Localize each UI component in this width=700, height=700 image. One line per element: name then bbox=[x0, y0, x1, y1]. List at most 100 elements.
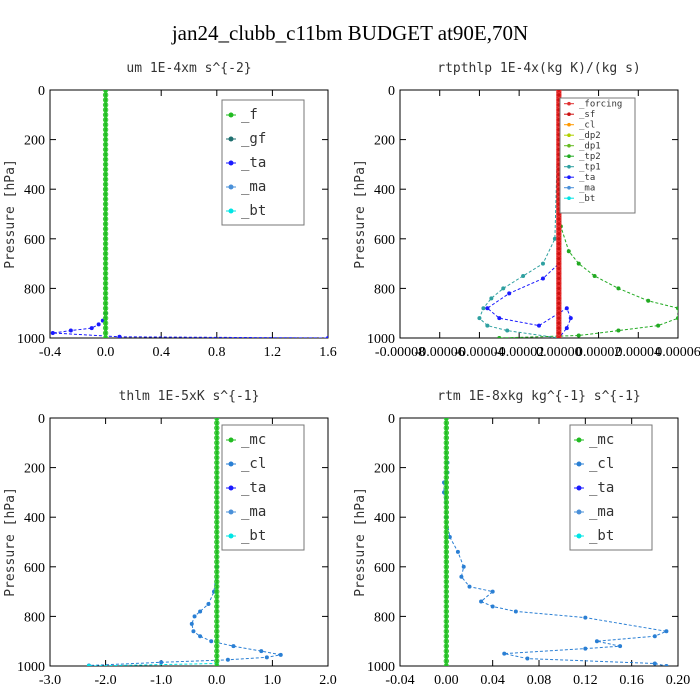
zero-line-marker bbox=[443, 623, 450, 630]
zero-line-marker bbox=[102, 201, 109, 207]
x-tick-label: 0.4 bbox=[152, 345, 170, 360]
zero-line-marker bbox=[443, 598, 450, 605]
zero-line-marker bbox=[443, 539, 450, 545]
data-point bbox=[198, 634, 203, 639]
zero-line-marker bbox=[556, 315, 562, 321]
zero-line-marker bbox=[556, 275, 562, 282]
zero-line-marker bbox=[102, 250, 109, 257]
panel-3: thlm 1E-5xK s^{-1} Pressure [hPa] 0 200 400 6… bbox=[3, 389, 337, 688]
series-group bbox=[86, 418, 283, 666]
zero-line-marker bbox=[102, 146, 109, 153]
y-axis-label: Pressure [hPa] bbox=[3, 487, 18, 597]
data-point bbox=[505, 328, 510, 333]
zero-line-marker bbox=[443, 459, 450, 466]
zero-line-marker bbox=[102, 136, 109, 143]
zero-line-marker bbox=[102, 161, 109, 168]
zero-line-marker bbox=[443, 618, 450, 625]
zero-line-marker bbox=[214, 648, 220, 654]
zero-line-marker bbox=[443, 603, 450, 610]
legend-marker bbox=[576, 461, 582, 467]
zero-line-marker bbox=[443, 450, 450, 456]
y-tick-label: 800 bbox=[374, 282, 395, 297]
zero-line-marker bbox=[214, 559, 220, 565]
zero-line-marker bbox=[443, 479, 450, 486]
zero-line-marker bbox=[214, 549, 220, 555]
zero-line-marker bbox=[214, 450, 220, 456]
x-tick-label: -0.00004 bbox=[454, 345, 504, 360]
zero-line-marker bbox=[102, 181, 109, 187]
plot-frame bbox=[49, 417, 329, 667]
zero-line-marker bbox=[214, 509, 220, 515]
zero-line-marker bbox=[443, 569, 450, 575]
data-point bbox=[225, 657, 230, 662]
zero-line-marker bbox=[214, 534, 220, 540]
data-point bbox=[594, 639, 599, 644]
legend-label: _ta bbox=[241, 155, 266, 171]
x-tick-label: 0.00002 bbox=[576, 345, 622, 360]
panel-title: rtm 1E-8xkg kg^{-1} s^{-1} bbox=[437, 389, 641, 404]
zero-line-marker bbox=[214, 445, 220, 451]
zero-line-marker bbox=[443, 658, 450, 664]
zero-line-marker bbox=[556, 280, 562, 287]
zero-line-marker bbox=[102, 280, 109, 287]
data-point bbox=[616, 286, 621, 291]
zero-line-marker bbox=[556, 265, 562, 272]
data-point bbox=[489, 296, 494, 301]
zero-line-marker bbox=[443, 514, 450, 520]
zero-line-marker bbox=[102, 206, 109, 212]
zero-line-marker bbox=[443, 588, 450, 595]
zero-line-marker bbox=[556, 226, 562, 232]
x-tick-label: 0.04 bbox=[480, 673, 505, 688]
zero-line-marker bbox=[443, 484, 450, 491]
data-point bbox=[564, 306, 569, 311]
zero-line-marker bbox=[102, 90, 109, 93]
legend-label: _ta bbox=[589, 480, 614, 496]
data-point bbox=[467, 584, 472, 589]
zero-line-marker bbox=[102, 255, 109, 262]
zero-line-marker bbox=[443, 643, 450, 649]
legend-label: _bt bbox=[241, 528, 266, 544]
legend-label: _gf bbox=[241, 131, 266, 147]
zero-line-marker bbox=[214, 539, 220, 545]
zero-line-marker bbox=[443, 430, 450, 436]
y-axis-label: Pressure [hPa] bbox=[353, 159, 368, 269]
zero-line-marker bbox=[102, 325, 109, 331]
legend-label: _ma bbox=[241, 179, 266, 195]
zero-line-marker bbox=[214, 474, 220, 481]
data-point bbox=[616, 328, 621, 333]
zero-line-marker bbox=[443, 653, 450, 659]
y-tick-label: 1000 bbox=[367, 332, 395, 347]
zero-line-marker bbox=[214, 459, 220, 466]
zero-line-marker bbox=[214, 554, 220, 560]
legend-marker bbox=[228, 437, 234, 443]
data-point bbox=[455, 549, 460, 554]
data-point bbox=[490, 604, 495, 609]
legend-marker bbox=[567, 185, 571, 190]
y-tick-label: 0 bbox=[388, 84, 395, 99]
data-point bbox=[326, 336, 328, 338]
plot-frame bbox=[399, 89, 679, 339]
data-point bbox=[513, 609, 518, 614]
legend-label: _dp1 bbox=[579, 141, 601, 151]
y-tick-label: 600 bbox=[24, 561, 45, 576]
series-line-ta bbox=[486, 90, 572, 338]
data-point bbox=[664, 629, 669, 634]
zero-line-marker bbox=[214, 658, 220, 664]
zero-line-marker bbox=[102, 221, 109, 227]
zero-line-marker bbox=[102, 270, 109, 277]
zero-line-marker bbox=[556, 255, 562, 262]
data-point bbox=[540, 276, 545, 281]
data-point bbox=[259, 649, 264, 654]
zero-line-marker bbox=[556, 211, 562, 217]
zero-line-marker bbox=[556, 92, 562, 98]
zero-line-marker bbox=[102, 186, 109, 192]
series-line-cl bbox=[88, 418, 281, 666]
data-point bbox=[497, 336, 502, 338]
zero-line-marker bbox=[214, 420, 220, 426]
legend-label: _tp2 bbox=[579, 152, 601, 162]
legend-label: _ta bbox=[579, 173, 595, 183]
zero-line-marker bbox=[102, 156, 109, 163]
zero-line-marker bbox=[443, 534, 450, 540]
data-point bbox=[86, 664, 91, 666]
